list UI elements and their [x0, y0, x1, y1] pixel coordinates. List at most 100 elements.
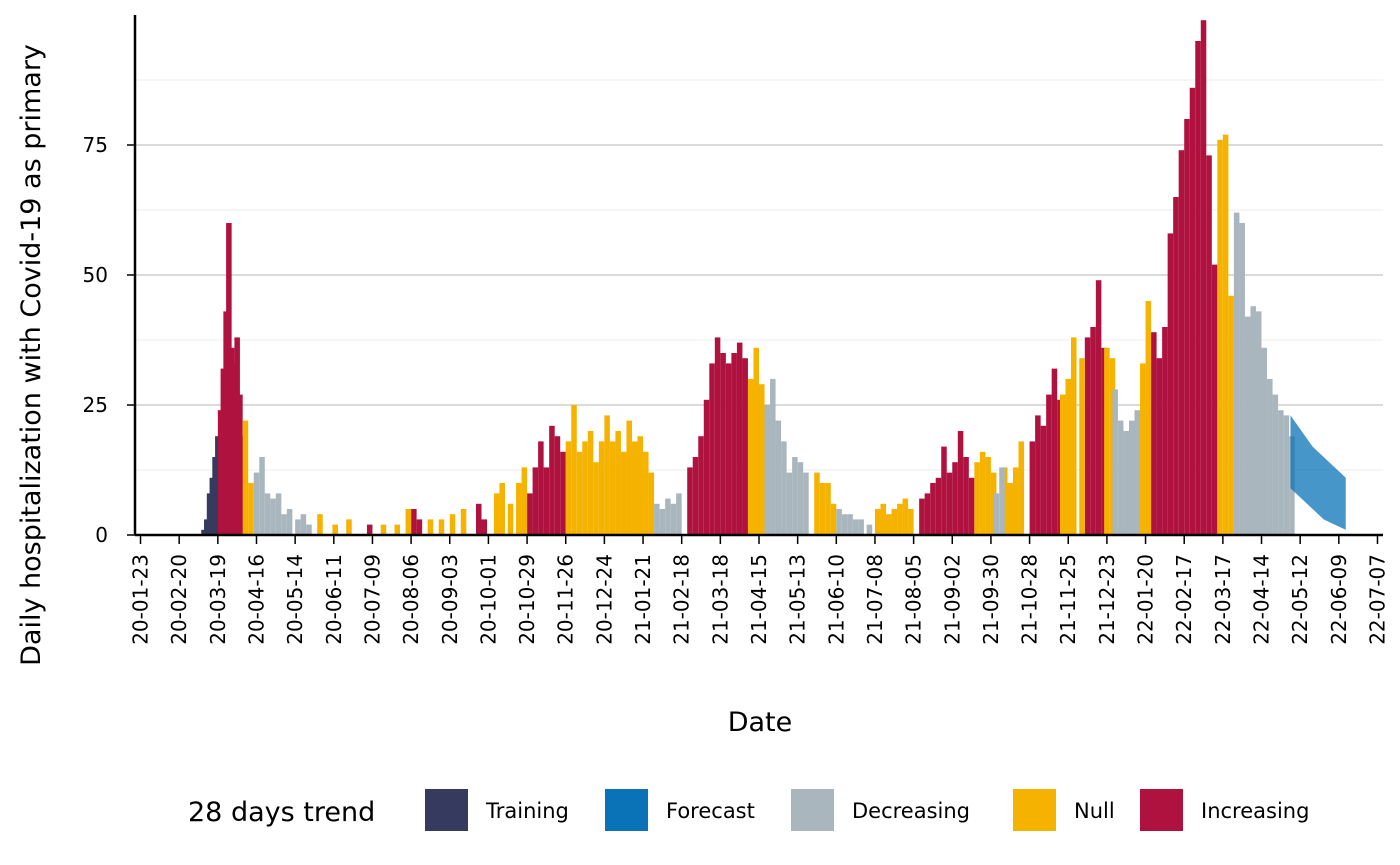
- bar: [281, 514, 287, 535]
- bar: [764, 405, 771, 535]
- bar: [759, 384, 765, 535]
- bar: [1200, 20, 1207, 535]
- x-tick-label: 20-02-20: [167, 554, 191, 645]
- bar: [1140, 363, 1146, 535]
- bar: [747, 379, 754, 535]
- bar: [852, 519, 859, 535]
- bar: [1112, 389, 1118, 535]
- bar: [493, 493, 500, 535]
- bar: [993, 493, 1000, 535]
- bar: [317, 514, 323, 535]
- bar: [775, 420, 782, 535]
- bar: [1167, 233, 1174, 535]
- bar: [270, 498, 276, 535]
- bar: [792, 457, 798, 535]
- x-axis-ticks: 20-01-23 20-02-20 20-03-19 20-04-16 20-05-14…: [129, 535, 1389, 645]
- legend-item-training: Training: [425, 789, 569, 831]
- bar: [836, 509, 842, 535]
- x-tick-label: 22-01-20: [1134, 554, 1158, 645]
- bar: [516, 483, 522, 535]
- bar: [416, 519, 423, 535]
- bar: [427, 519, 434, 535]
- x-tick-label: 20-03-19: [206, 554, 230, 645]
- bar: [770, 379, 776, 535]
- bar: [643, 451, 649, 535]
- bar: [549, 425, 555, 535]
- bar: [481, 519, 488, 535]
- bar: [1244, 316, 1251, 535]
- legend-label: Decreasing: [852, 799, 970, 823]
- bar: [543, 467, 550, 535]
- x-tick-label: 21-09-02: [940, 554, 964, 645]
- bar: [825, 483, 831, 535]
- bar: [897, 503, 903, 535]
- bar: [957, 431, 964, 535]
- legend-label: Increasing: [1201, 799, 1309, 823]
- bar: [908, 509, 914, 535]
- x-tick-label: 20-08-06: [399, 554, 423, 645]
- legend-item-null: Null: [1013, 789, 1115, 831]
- x-tick-label: 21-12-23: [1095, 554, 1119, 645]
- x-tick-label: 21-07-08: [863, 554, 887, 645]
- bar: [830, 503, 837, 535]
- legend-item-increasing: Increasing: [1140, 789, 1309, 831]
- bar: [736, 342, 743, 535]
- bar: [999, 467, 1005, 535]
- bar: [521, 467, 528, 535]
- bar: [1222, 134, 1229, 535]
- x-tick-label: 21-03-18: [708, 554, 732, 645]
- bar: [742, 358, 748, 535]
- bar: [819, 483, 826, 535]
- bar: [886, 514, 892, 535]
- legend: 28 days trend Training Forecast Decreasing…: [188, 789, 1309, 831]
- x-tick-label: 20-10-29: [515, 554, 539, 645]
- bar: [394, 524, 401, 535]
- bar: [275, 493, 282, 535]
- bar: [366, 524, 373, 535]
- x-tick-label: 21-06-10: [824, 554, 848, 645]
- x-tick-label: 20-07-09: [360, 554, 384, 645]
- bar: [703, 399, 710, 535]
- y-tick-label: 50: [83, 263, 108, 287]
- bar: [1261, 347, 1268, 535]
- bar: [1283, 415, 1290, 535]
- bar: [1255, 311, 1262, 535]
- bar: [902, 498, 909, 535]
- legend-item-decreasing: Decreasing: [791, 789, 970, 831]
- bar: [609, 441, 616, 535]
- series-decreasing: [253, 212, 1295, 535]
- bar: [1228, 295, 1234, 535]
- y-tick-label: 0: [95, 523, 108, 547]
- x-tick-label: 21-09-30: [979, 554, 1003, 645]
- x-tick-label: 21-02-18: [670, 554, 694, 645]
- series-training: [201, 436, 221, 535]
- bar: [665, 498, 671, 535]
- bar: [1117, 420, 1124, 535]
- bar: [753, 347, 759, 535]
- bar: [1156, 358, 1163, 535]
- y-tick-label: 75: [83, 133, 108, 157]
- bar: [866, 524, 873, 535]
- x-tick-label: 22-02-17: [1172, 554, 1196, 645]
- bar: [449, 514, 456, 535]
- bar: [698, 436, 704, 535]
- bar: [676, 493, 682, 535]
- x-tick-label: 20-11-26: [554, 554, 578, 645]
- x-tick-label: 22-04-14: [1250, 554, 1274, 645]
- bars-layer: [201, 20, 1295, 536]
- bar: [692, 457, 699, 535]
- x-tick-label: 22-07-07: [1365, 554, 1389, 645]
- bar: [1051, 368, 1058, 535]
- bar: [935, 477, 942, 535]
- bar: [1029, 441, 1036, 535]
- bar: [1250, 306, 1256, 535]
- x-tick-label: 21-01-21: [631, 554, 655, 645]
- bar: [841, 514, 848, 535]
- bar: [475, 503, 482, 535]
- gridlines: [135, 79, 1383, 471]
- legend-label: Forecast: [666, 799, 755, 823]
- y-axis-ticks: 0 25 50 75: [83, 133, 135, 547]
- bar: [499, 483, 505, 535]
- bar: [1084, 337, 1091, 535]
- bar: [1090, 327, 1096, 535]
